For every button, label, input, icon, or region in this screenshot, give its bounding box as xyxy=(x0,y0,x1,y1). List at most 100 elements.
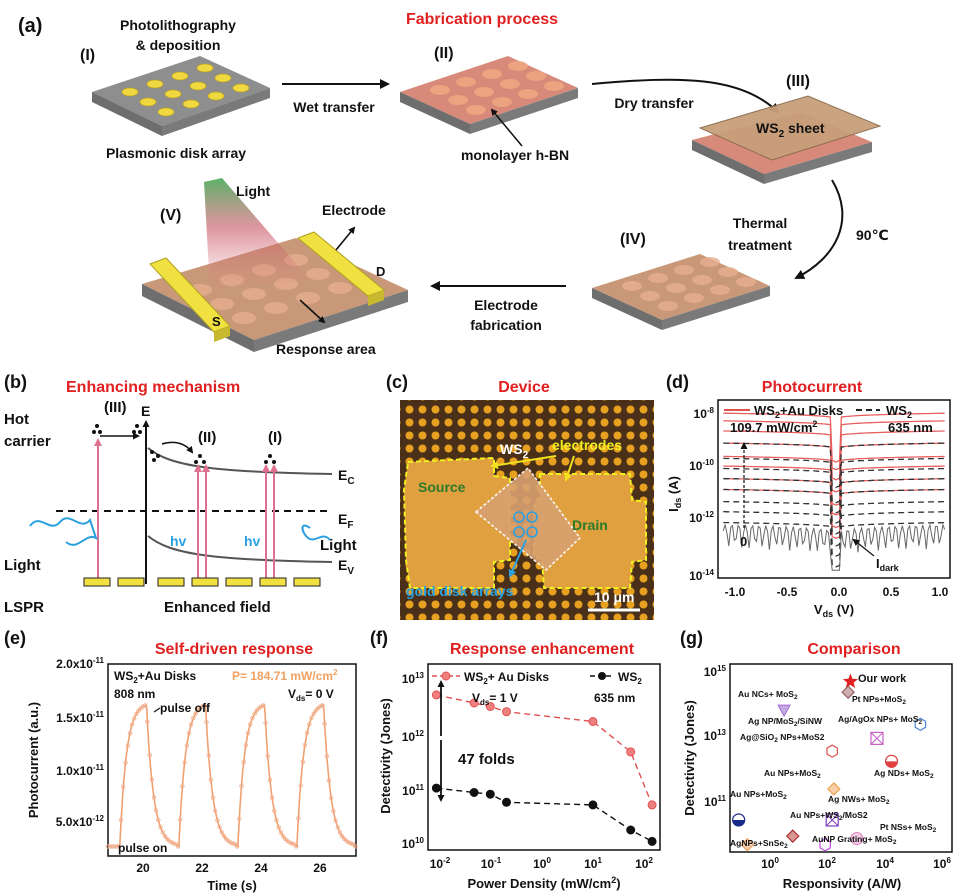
source-letter: S xyxy=(212,314,221,329)
trace-point xyxy=(169,840,174,845)
step-ii-label: (II) xyxy=(434,45,454,62)
au-disk-curve-6 xyxy=(723,465,945,516)
marker-7-fill xyxy=(885,761,898,768)
trace-point xyxy=(313,708,319,713)
pulse-on-label: pulse on xyxy=(118,841,167,855)
energy-axis-label: E xyxy=(141,403,150,419)
e-xtick-3: 24 xyxy=(254,861,268,875)
series-line-2 xyxy=(436,787,653,843)
trace-point xyxy=(353,844,358,849)
g-xtick-1: 100 xyxy=(761,856,779,871)
light-beam xyxy=(204,178,310,290)
trace-point xyxy=(219,830,224,835)
light-wave-right xyxy=(301,524,331,541)
marker-10-cross xyxy=(825,813,839,827)
trace-point xyxy=(329,795,334,801)
e-yticks: 2.0x10-11 1.5x10-11 1.0x10-11 5.0x10-12 xyxy=(56,656,105,829)
hot-carrier-line2: carrier xyxy=(4,433,51,450)
d-xtick-4: 0.5 xyxy=(883,585,900,599)
f-wavelength-label: 635 nm xyxy=(594,691,635,705)
trace-point xyxy=(274,818,279,823)
legend-f-marker-1 xyxy=(441,671,451,681)
ws2-curve-8 xyxy=(723,521,945,568)
ws2-sheet xyxy=(698,95,882,161)
data-point-2-7 xyxy=(647,836,657,846)
trace-point xyxy=(272,808,277,813)
f-xlabel: Power Density (mW/cm2) xyxy=(467,875,620,891)
temperature-label: 90℃ xyxy=(856,227,889,243)
dark-current-curve xyxy=(722,522,946,571)
d-xtick-3: 0.0 xyxy=(831,585,848,599)
trace-point xyxy=(252,711,257,716)
trace-point xyxy=(206,753,211,758)
comparison-label-7: Ag NDs+ MoS2 xyxy=(874,768,934,780)
idark-label: Idark xyxy=(876,556,900,573)
trace-point xyxy=(307,722,312,727)
trace-point xyxy=(311,711,316,716)
trace-point xyxy=(326,778,332,783)
g-ylabel: Detectivity (Jones) xyxy=(682,700,697,816)
arrow-electrode xyxy=(335,226,356,251)
light-label: Light xyxy=(236,183,271,199)
marker-6 xyxy=(826,744,839,758)
comparison-label-12: Pt NSs+ MoS2 xyxy=(880,822,937,834)
trace-point xyxy=(114,844,119,849)
mark-iii: (III) xyxy=(104,399,127,416)
trace-point xyxy=(162,833,168,839)
electrode-label: Electrode xyxy=(322,202,386,218)
d-ytick-3: 10-12 xyxy=(689,510,714,525)
g-ytick-1: 1015 xyxy=(704,664,727,679)
panel-b-title: Enhancing mechanism xyxy=(66,379,240,396)
trace-point xyxy=(112,844,117,849)
trace-point xyxy=(156,817,161,823)
f-vds-label: Vds= 1 V xyxy=(472,691,518,707)
trace-point xyxy=(346,840,351,845)
legend-f-marker-2 xyxy=(598,672,606,680)
g-xtick-3: 104 xyxy=(876,856,894,871)
marker-9-fill xyxy=(732,819,745,826)
trace-point xyxy=(320,703,325,708)
g-xlabel: Responsivity (A/W) xyxy=(783,876,901,891)
series-line-1 xyxy=(436,694,653,806)
f-ytick-1: 1013 xyxy=(402,671,425,686)
e-ytick-2: 1.5x10-11 xyxy=(56,710,104,725)
gold-disk-label: gold disk arrays xyxy=(406,583,514,599)
wavelength-d-label: 635 nm xyxy=(888,420,933,435)
trace-point xyxy=(269,795,275,800)
trace-point xyxy=(278,830,284,835)
marker-2 xyxy=(841,685,855,700)
d-yticks: 10-8 10-10 10-12 10-14 xyxy=(689,406,714,583)
photolith-line1: Photolithography xyxy=(120,17,236,33)
trace-point xyxy=(160,830,165,835)
trace-point xyxy=(125,743,130,748)
trace-point xyxy=(304,730,310,736)
trace-point xyxy=(127,731,133,736)
trace-point xyxy=(339,834,345,839)
trace-point xyxy=(267,777,273,783)
trace-point xyxy=(335,825,340,830)
comparison-label-11: Au NPs+WS2/MoS2 xyxy=(790,810,868,822)
panel-c-letter: (c) xyxy=(386,372,408,392)
legend-d-text-2: WS2 xyxy=(886,403,912,420)
trace-point xyxy=(180,784,185,789)
marker-4 xyxy=(914,717,927,731)
ws2-curve-4 xyxy=(723,477,945,524)
ev-band xyxy=(147,535,333,563)
substrate-step-ii xyxy=(400,56,578,134)
pulse-off-label: pulse off xyxy=(160,701,211,715)
trace-point xyxy=(134,711,139,716)
comparison-label-6: Ag NP/MoS2/SiNW xyxy=(748,716,823,728)
data-point-2-5 xyxy=(588,800,598,810)
trace-point xyxy=(333,818,338,823)
trace-point xyxy=(129,722,135,727)
marker-5 xyxy=(870,731,884,745)
trace-point xyxy=(212,808,218,813)
ws2-curve-1 xyxy=(723,442,945,489)
photocurrent-curves xyxy=(722,412,946,571)
trace-point xyxy=(265,753,270,759)
d-ylabel: Ids (A) xyxy=(666,476,683,512)
e-ytick-3: 1.0x10-11 xyxy=(56,763,104,778)
e-xtick-1: 20 xyxy=(136,861,150,875)
photocurrent-trace xyxy=(108,703,356,848)
e-vds-label: Vds= 0 V xyxy=(288,687,334,703)
